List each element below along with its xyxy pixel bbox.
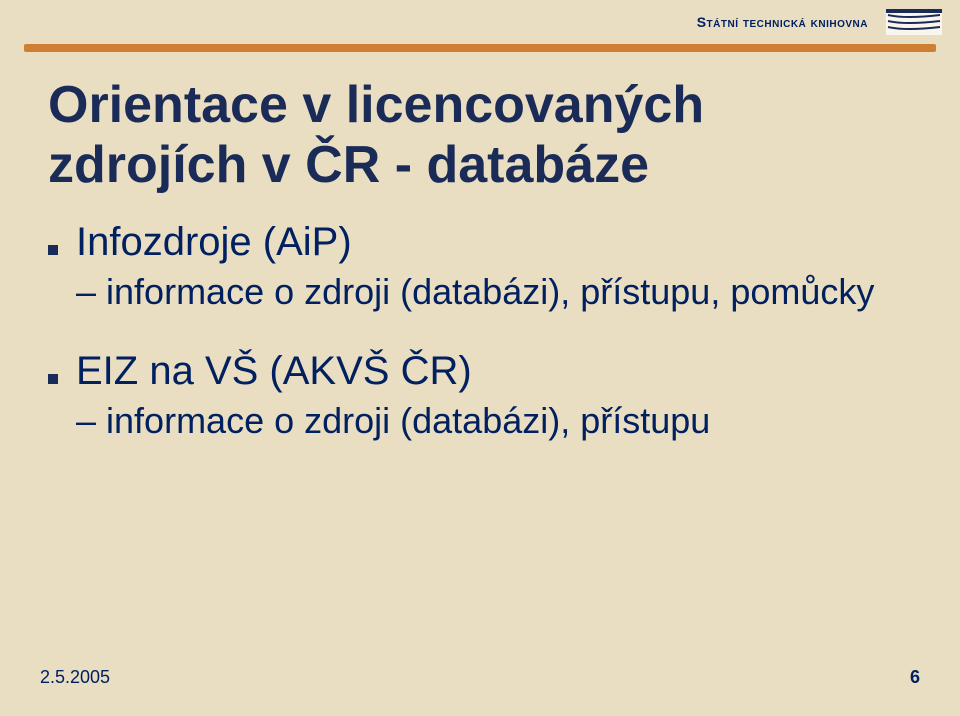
list-subitem: – informace o zdroji (databázi), přístup… (76, 271, 912, 313)
dash-bullet-icon: – (76, 400, 96, 442)
list-subitem-text: informace o zdroji (databázi), přístupu (106, 400, 710, 442)
square-bullet-icon (48, 374, 58, 384)
footer-date: 2.5.2005 (40, 667, 110, 688)
page-number: 6 (910, 667, 920, 688)
list-subitem: – informace o zdroji (databázi), přístup… (76, 400, 912, 442)
bullet-list: Infozdroje (AiP) – informace o zdroji (d… (48, 220, 912, 442)
header-org-name: Státní technická knihovna (697, 14, 868, 30)
slide: Státní technická knihovna Orientace v li… (0, 0, 960, 716)
list-item: Infozdroje (AiP) – informace o zdroji (d… (48, 220, 912, 313)
slide-content: Orientace v licencovaných zdrojích v ČR … (48, 60, 912, 478)
list-subitem-text: informace o zdroji (databázi), přístupu,… (106, 271, 874, 313)
list-item-label: Infozdroje (AiP) (76, 220, 352, 265)
header-bar: Státní technická knihovna (0, 0, 960, 44)
dash-bullet-icon: – (76, 271, 96, 313)
square-bullet-icon (48, 245, 58, 255)
header-divider (24, 44, 936, 52)
stk-logo (886, 9, 942, 35)
slide-title: Orientace v licencovaných zdrojích v ČR … (48, 76, 912, 196)
list-item-label: EIZ na VŠ (AKVŠ ČR) (76, 349, 472, 394)
list-item: EIZ na VŠ (AKVŠ ČR) – informace o zdroji… (48, 349, 912, 442)
